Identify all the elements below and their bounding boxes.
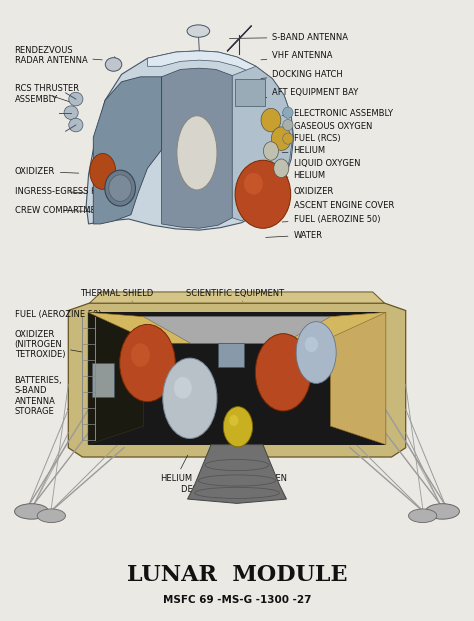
Ellipse shape [69, 118, 83, 132]
Polygon shape [68, 303, 406, 457]
Ellipse shape [274, 159, 289, 178]
Ellipse shape [264, 142, 278, 160]
Text: DOCKING HATCH: DOCKING HATCH [261, 70, 343, 79]
Ellipse shape [187, 25, 210, 37]
Ellipse shape [37, 509, 65, 522]
Text: FUEL (RCS): FUEL (RCS) [282, 134, 340, 143]
Text: HELIUM: HELIUM [282, 147, 326, 155]
Text: RCS THRUSTER
ASSEMBLY: RCS THRUSTER ASSEMBLY [15, 84, 79, 104]
Text: OXIDIZER
(NITROGEN
TETROXIDE): OXIDIZER (NITROGEN TETROXIDE) [15, 330, 82, 360]
Text: RENDEZVOUS
RADAR ANTENNA: RENDEZVOUS RADAR ANTENNA [15, 46, 102, 65]
Text: ELECTRONIC ASSEMBLY: ELECTRONIC ASSEMBLY [282, 109, 392, 119]
Ellipse shape [229, 415, 238, 426]
Bar [235, 79, 265, 106]
Text: DESCENT ENGINE: DESCENT ENGINE [181, 474, 255, 494]
Ellipse shape [272, 127, 291, 150]
Ellipse shape [105, 170, 136, 206]
Polygon shape [88, 312, 144, 445]
Polygon shape [232, 66, 292, 221]
Text: AFT EQUIPMENT BAY: AFT EQUIPMENT BAY [261, 88, 359, 98]
Text: LIQUID OXYGEN: LIQUID OXYGEN [282, 159, 360, 168]
Ellipse shape [244, 173, 263, 194]
Ellipse shape [163, 358, 217, 438]
Text: FUEL: FUEL [315, 363, 350, 372]
Text: VHF ANTENNA: VHF ANTENNA [261, 52, 333, 60]
Polygon shape [188, 445, 286, 504]
Bar [92, 363, 115, 397]
Text: BATTERIES,
S-BAND
ANTENNA
STORAGE: BATTERIES, S-BAND ANTENNA STORAGE [15, 376, 69, 416]
Text: OXIDIZER: OXIDIZER [318, 314, 369, 323]
Ellipse shape [283, 133, 293, 144]
Polygon shape [86, 51, 293, 230]
Text: SCIENTIFIC EQUIPMENT: SCIENTIFIC EQUIPMENT [186, 289, 284, 301]
Text: THERMAL SHIELD: THERMAL SHIELD [80, 289, 154, 301]
Ellipse shape [283, 119, 293, 130]
Ellipse shape [409, 509, 437, 522]
Polygon shape [90, 292, 384, 303]
Text: HELIUM: HELIUM [282, 171, 326, 180]
Text: INGRESS-EGRESS HATCH: INGRESS-EGRESS HATCH [15, 188, 119, 196]
Ellipse shape [131, 343, 150, 367]
Ellipse shape [305, 337, 318, 352]
Polygon shape [93, 77, 162, 224]
Text: HELIUM: HELIUM [160, 455, 192, 483]
Polygon shape [88, 312, 386, 445]
Text: MSFC 69 -MS-G -1300 -27: MSFC 69 -MS-G -1300 -27 [163, 595, 311, 605]
Text: WATER: WATER [266, 230, 322, 240]
Text: WATER: WATER [318, 335, 358, 344]
Ellipse shape [90, 153, 116, 189]
Polygon shape [88, 312, 191, 343]
Ellipse shape [255, 333, 311, 411]
Polygon shape [162, 68, 232, 229]
Polygon shape [330, 312, 386, 445]
Text: FUEL (AEROZINE 50): FUEL (AEROZINE 50) [15, 310, 106, 319]
Text: S-BAND ANTENNA: S-BAND ANTENNA [229, 33, 348, 42]
Ellipse shape [177, 116, 217, 190]
Ellipse shape [119, 324, 175, 402]
Text: OXIDIZER: OXIDIZER [15, 167, 79, 176]
Ellipse shape [283, 107, 293, 118]
Ellipse shape [261, 108, 281, 132]
Polygon shape [283, 312, 386, 343]
Ellipse shape [296, 322, 336, 383]
Ellipse shape [69, 93, 83, 106]
Ellipse shape [109, 175, 131, 201]
Ellipse shape [15, 504, 48, 519]
Text: GASEOUS OXYGEN: GASEOUS OXYGEN [282, 122, 372, 131]
Polygon shape [144, 317, 330, 343]
Ellipse shape [426, 504, 459, 519]
Text: FUEL (AEROZINE 50): FUEL (AEROZINE 50) [282, 214, 380, 224]
Text: ASCENT ENGINE COVER: ASCENT ENGINE COVER [282, 201, 394, 210]
Polygon shape [147, 51, 256, 75]
Ellipse shape [105, 58, 122, 71]
Bar [218, 343, 244, 368]
Ellipse shape [64, 106, 78, 119]
Ellipse shape [235, 160, 291, 229]
Ellipse shape [223, 407, 253, 447]
Text: OXYGEN: OXYGEN [253, 456, 288, 483]
Text: OXIDIZER: OXIDIZER [282, 188, 334, 196]
Text: LUNAR  MODULE: LUNAR MODULE [127, 564, 347, 586]
Ellipse shape [174, 377, 192, 399]
Text: CREW COMPARTMENT: CREW COMPARTMENT [15, 206, 107, 215]
